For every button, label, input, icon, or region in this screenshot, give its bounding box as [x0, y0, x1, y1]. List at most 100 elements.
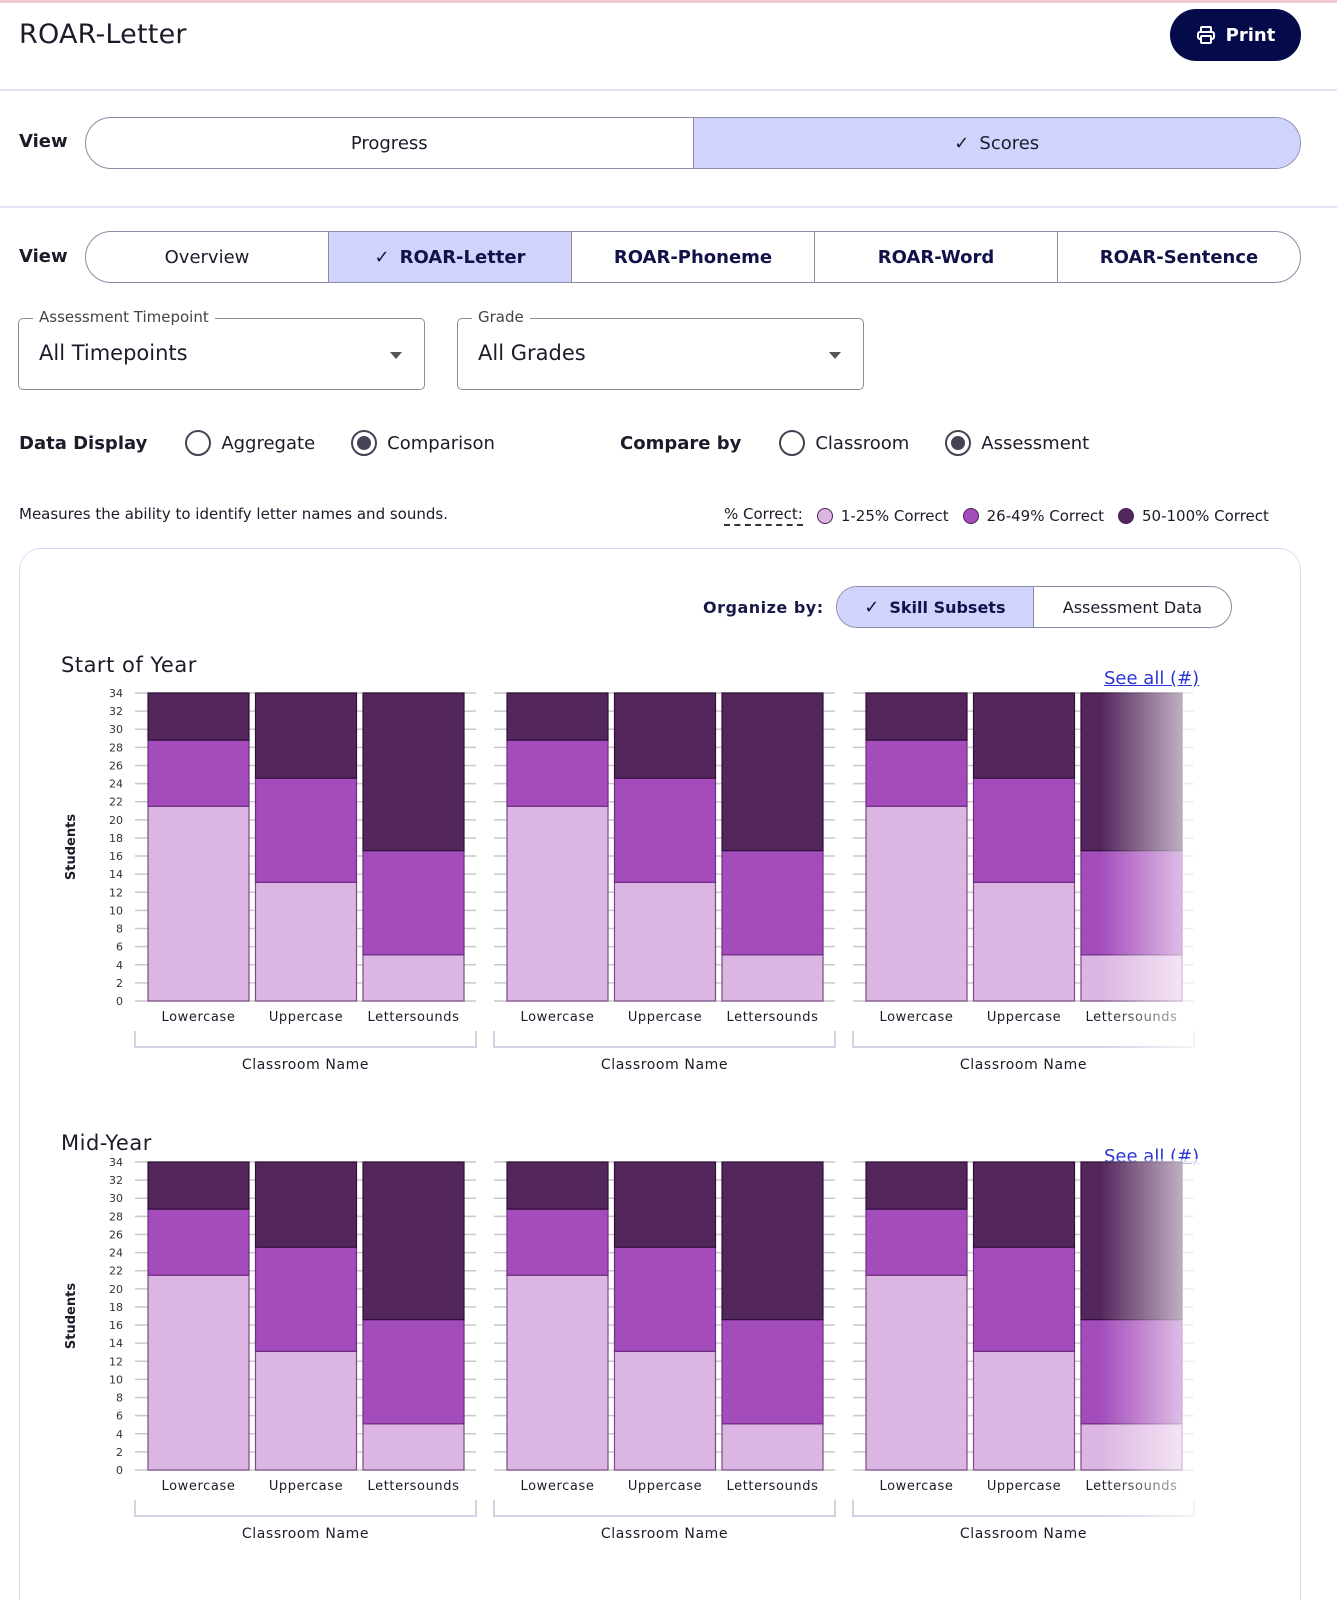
bar-segment-low [506, 1274, 609, 1471]
organize-option-label: Skill Subsets [889, 597, 1006, 617]
x-axis-label: Classroom Name [242, 1057, 369, 1073]
x-tick-label: Uppercase [269, 1010, 343, 1025]
legend-dot-low [816, 507, 833, 524]
x-tick-label: Uppercase [628, 1010, 702, 1025]
y-tick-label: 30 [109, 1192, 123, 1205]
timepoint-select[interactable]: Assessment Timepoint All Timepoints [18, 308, 425, 390]
view-option-label: Scores [979, 132, 1040, 154]
organize-by-toggle: ✓ Skill Subsets Assessment Data [835, 586, 1232, 628]
organize-option-skill-subsets[interactable]: ✓ Skill Subsets [836, 587, 1035, 627]
legend-label-low: 1-25% Correct [840, 506, 949, 525]
y-tick-label: 18 [109, 832, 123, 845]
y-tick-label: 4 [116, 1428, 123, 1441]
bar-segment-high [362, 1161, 465, 1321]
y-axis-label: Students [64, 814, 79, 880]
x-tick-label: Lettersounds [727, 1010, 819, 1025]
radio-assessment[interactable]: Assessment [945, 430, 1089, 456]
y-tick-label: 0 [116, 1464, 123, 1477]
bar-segment-mid [865, 1208, 968, 1276]
radio-label: Classroom [815, 432, 910, 454]
view-option-scores[interactable]: ✓ Scores [693, 118, 1300, 168]
y-tick-label: 2 [116, 977, 123, 990]
bar-segment-low [972, 1350, 1076, 1471]
view-option-label: Progress [350, 132, 428, 154]
bar-segment-low [721, 954, 824, 1002]
top-accent-line [0, 0, 1337, 3]
bar-segment-mid [362, 850, 465, 956]
bar-segment-high [147, 692, 250, 741]
bar-segment-mid [721, 1319, 824, 1425]
radio-label: Comparison [387, 432, 495, 454]
radio-comparison[interactable]: Comparison [351, 430, 495, 456]
bar-segment-mid [506, 1208, 609, 1276]
radio-circle-icon [185, 430, 212, 456]
tab-label: ROAR-Phoneme [613, 246, 773, 268]
tab-roar-word[interactable]: ROAR-Word [815, 232, 1058, 282]
radio-label: Assessment [981, 432, 1090, 454]
see-all-link[interactable]: See all (#) [1104, 668, 1200, 689]
y-tick-label: 10 [109, 904, 123, 917]
bar-segment-high [865, 692, 968, 741]
percent-correct-legend: % Correct: 1-25% Correct 26-49% Correct … [724, 505, 1269, 526]
y-tick-label: 24 [109, 1247, 123, 1260]
data-display-group: Data Display Aggregate Comparison [19, 428, 495, 458]
organize-by-label: Organize by: [703, 597, 824, 617]
tab-roar-letter[interactable]: ✓ ROAR-Letter [329, 232, 572, 282]
x-tick-label: Lettersounds [727, 1479, 819, 1494]
section-title-mid-year: Mid-Year [61, 1131, 152, 1155]
y-tick-label: 34 [109, 1156, 123, 1169]
y-tick-label: 28 [109, 741, 123, 754]
bar-segment-high [506, 1161, 609, 1210]
bar-segment-mid [254, 777, 358, 883]
x-tick-label: Uppercase [987, 1479, 1061, 1494]
tab-overview[interactable]: Overview [86, 232, 329, 282]
scroll-fade-overlay [1100, 1159, 1220, 1547]
bar-segment-low [506, 805, 609, 1002]
bar-segment-low [147, 1274, 250, 1471]
scroll-fade-overlay [1100, 690, 1220, 1078]
bar-segment-low [613, 881, 717, 1002]
y-tick-label: 4 [116, 959, 123, 972]
view-toggle: Progress ✓ Scores [85, 117, 1301, 169]
y-tick-label: 8 [116, 923, 123, 936]
x-tick-label: Uppercase [987, 1010, 1061, 1025]
view-label: View [19, 131, 68, 152]
print-button[interactable]: Print [1170, 9, 1301, 61]
organize-option-assessment-data[interactable]: Assessment Data [1034, 587, 1231, 627]
printer-icon [1196, 26, 1215, 44]
y-tick-label: 12 [109, 886, 123, 899]
radio-classroom[interactable]: Classroom [779, 430, 909, 456]
tab-roar-phoneme[interactable]: ROAR-Phoneme [572, 232, 815, 282]
bar-segment-mid [147, 1208, 250, 1276]
radio-circle-icon [779, 430, 806, 456]
grade-select-label: Grade [472, 308, 530, 326]
legend-title[interactable]: % Correct: [724, 505, 803, 526]
bar-segment-high [613, 1161, 717, 1248]
grade-select[interactable]: Grade All Grades [457, 308, 864, 390]
legend-label-high: 50-100% Correct [1142, 506, 1269, 525]
y-tick-label: 20 [109, 814, 123, 827]
bar-segment-mid [613, 777, 717, 883]
view-option-progress[interactable]: Progress [86, 118, 694, 168]
group-bracket [493, 1500, 836, 1517]
compare-by-group: Compare by Classroom Assessment [620, 428, 1089, 458]
y-tick-label: 18 [109, 1301, 123, 1314]
organize-by-group: Organize by: ✓ Skill Subsets Assessment … [703, 586, 1232, 628]
y-axis-label: Students [64, 1283, 79, 1349]
checkmark-icon: ✓ [864, 596, 880, 618]
bar-segment-mid [972, 777, 1076, 883]
y-tick-label: 28 [109, 1210, 123, 1223]
caret-down-icon [390, 352, 402, 359]
y-tick-label: 0 [116, 995, 123, 1008]
bar-segment-low [362, 954, 465, 1002]
x-tick-label: Uppercase [628, 1479, 702, 1494]
group-bracket [493, 1031, 836, 1048]
tab-roar-sentence[interactable]: ROAR-Sentence [1058, 232, 1300, 282]
y-tick-label: 12 [109, 1355, 123, 1368]
radio-label: Aggregate [221, 432, 316, 454]
bar-segment-high [362, 692, 465, 852]
bar-segment-low [613, 1350, 717, 1471]
bar-segment-mid [254, 1246, 358, 1352]
radio-aggregate[interactable]: Aggregate [185, 430, 315, 456]
bar-segment-mid [613, 1246, 717, 1352]
